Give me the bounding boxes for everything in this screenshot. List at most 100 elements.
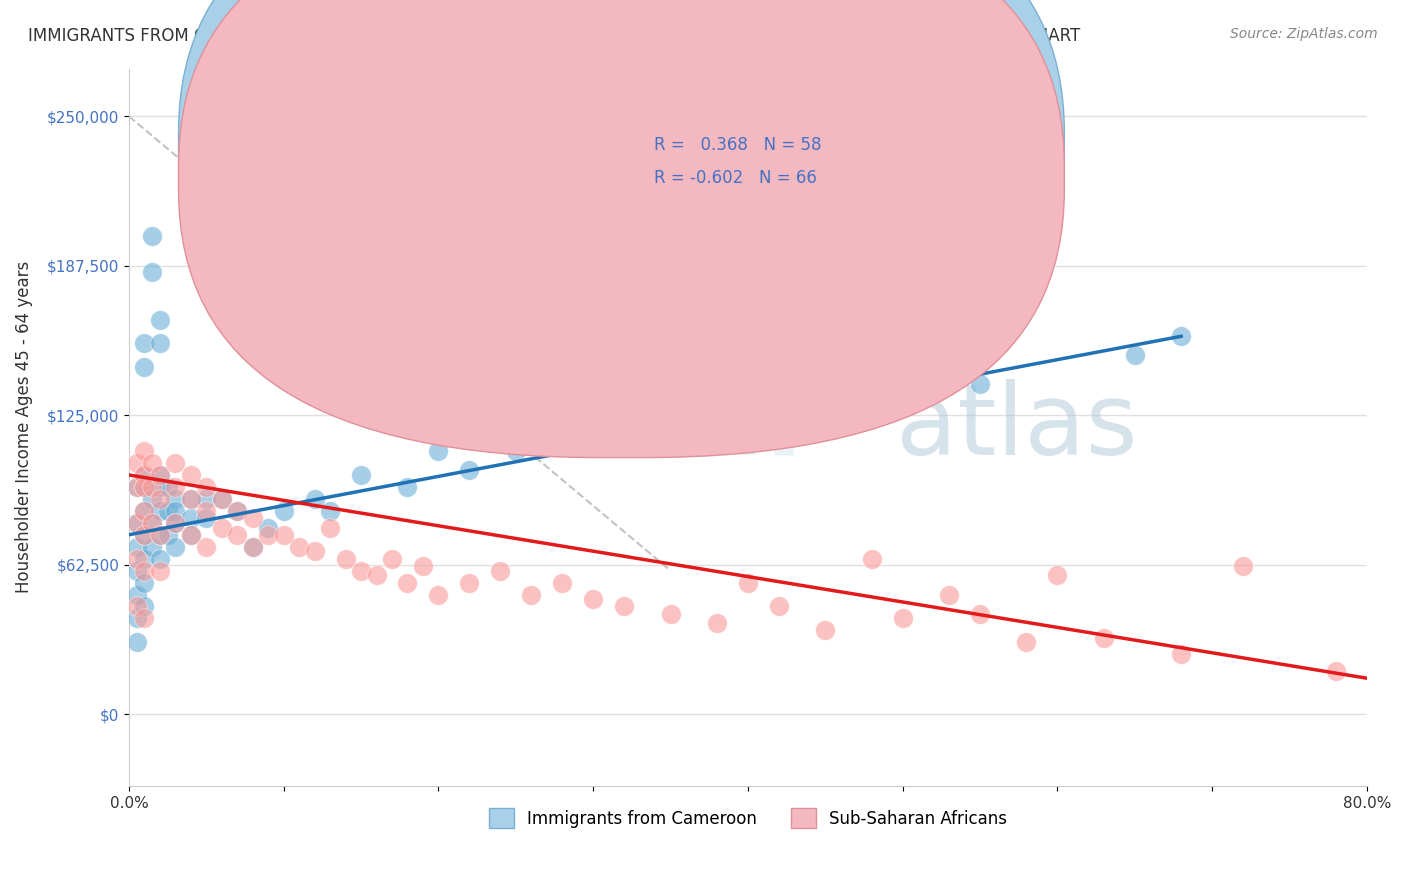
Point bbox=[520, 587, 543, 601]
Point bbox=[134, 467, 156, 482]
Point bbox=[125, 516, 148, 530]
Point bbox=[211, 491, 233, 506]
Point bbox=[149, 527, 172, 541]
Point bbox=[134, 467, 156, 482]
Point bbox=[141, 456, 163, 470]
Point bbox=[938, 587, 960, 601]
Point bbox=[1123, 348, 1146, 362]
Point bbox=[396, 480, 419, 494]
Text: IMMIGRANTS FROM CAMEROON VS SUBSAHARAN AFRICAN HOUSEHOLDER INCOME AGES 45 - 64 Y: IMMIGRANTS FROM CAMEROON VS SUBSAHARAN A… bbox=[28, 27, 1080, 45]
Point bbox=[134, 336, 156, 351]
Point bbox=[257, 520, 280, 534]
Point bbox=[180, 527, 202, 541]
Point bbox=[134, 599, 156, 614]
Point bbox=[134, 504, 156, 518]
Point bbox=[134, 527, 156, 541]
Point bbox=[180, 511, 202, 525]
Point bbox=[149, 491, 172, 506]
Point bbox=[165, 456, 187, 470]
Point bbox=[141, 540, 163, 554]
Legend: Immigrants from Cameroon, Sub-Saharan Africans: Immigrants from Cameroon, Sub-Saharan Af… bbox=[482, 801, 1014, 835]
Point bbox=[156, 527, 179, 541]
Point bbox=[156, 480, 179, 494]
Point bbox=[427, 587, 450, 601]
Point bbox=[319, 504, 342, 518]
Point bbox=[891, 611, 914, 625]
Text: R = -0.602   N = 66: R = -0.602 N = 66 bbox=[654, 169, 817, 187]
Point bbox=[1015, 635, 1038, 649]
Point bbox=[706, 420, 728, 434]
Point bbox=[149, 467, 172, 482]
Point bbox=[149, 527, 172, 541]
Point bbox=[304, 544, 326, 558]
Point bbox=[273, 527, 295, 541]
Text: R =   0.368   N = 58: R = 0.368 N = 58 bbox=[654, 136, 821, 154]
Point bbox=[125, 564, 148, 578]
Point bbox=[125, 516, 148, 530]
Point bbox=[195, 540, 218, 554]
Point bbox=[366, 568, 388, 582]
Point bbox=[195, 491, 218, 506]
Text: ZIP: ZIP bbox=[657, 378, 839, 475]
Point bbox=[134, 480, 156, 494]
Text: atlas: atlas bbox=[897, 378, 1137, 475]
Point bbox=[134, 551, 156, 566]
Point bbox=[134, 480, 156, 494]
Point bbox=[125, 540, 148, 554]
Point bbox=[1232, 558, 1254, 573]
Point bbox=[125, 480, 148, 494]
Point bbox=[659, 607, 682, 621]
Point bbox=[335, 551, 357, 566]
Point bbox=[149, 551, 172, 566]
Point bbox=[141, 265, 163, 279]
Point bbox=[180, 491, 202, 506]
Point bbox=[242, 540, 264, 554]
Point bbox=[125, 551, 148, 566]
Point bbox=[125, 599, 148, 614]
Point bbox=[180, 467, 202, 482]
Point bbox=[582, 592, 605, 607]
Point bbox=[156, 504, 179, 518]
Point bbox=[242, 540, 264, 554]
Point bbox=[125, 480, 148, 494]
Point bbox=[134, 527, 156, 541]
Point bbox=[165, 516, 187, 530]
Point bbox=[257, 527, 280, 541]
Point bbox=[969, 377, 991, 392]
Point bbox=[582, 425, 605, 439]
Point bbox=[149, 336, 172, 351]
Point bbox=[505, 444, 527, 458]
Point bbox=[134, 360, 156, 375]
Point bbox=[551, 575, 574, 590]
Point bbox=[125, 635, 148, 649]
Point bbox=[613, 599, 636, 614]
Point bbox=[226, 504, 249, 518]
Point bbox=[226, 527, 249, 541]
Point bbox=[860, 551, 883, 566]
Point bbox=[141, 516, 163, 530]
Point bbox=[149, 564, 172, 578]
Y-axis label: Householder Income Ages 45 - 64 years: Householder Income Ages 45 - 64 years bbox=[15, 261, 32, 593]
Point bbox=[125, 611, 148, 625]
Point bbox=[396, 575, 419, 590]
Point bbox=[288, 540, 311, 554]
Point bbox=[381, 551, 404, 566]
Point bbox=[195, 511, 218, 525]
Point bbox=[165, 540, 187, 554]
Point bbox=[141, 480, 163, 494]
Point bbox=[768, 401, 790, 415]
Point bbox=[304, 491, 326, 506]
Point bbox=[458, 463, 481, 477]
Point bbox=[458, 575, 481, 590]
Point bbox=[125, 456, 148, 470]
Point bbox=[125, 587, 148, 601]
Point bbox=[737, 575, 759, 590]
Point bbox=[195, 480, 218, 494]
Point bbox=[226, 504, 249, 518]
Point bbox=[165, 480, 187, 494]
Point bbox=[134, 611, 156, 625]
Point bbox=[165, 516, 187, 530]
Point bbox=[134, 575, 156, 590]
Point bbox=[149, 480, 172, 494]
Point bbox=[706, 616, 728, 631]
